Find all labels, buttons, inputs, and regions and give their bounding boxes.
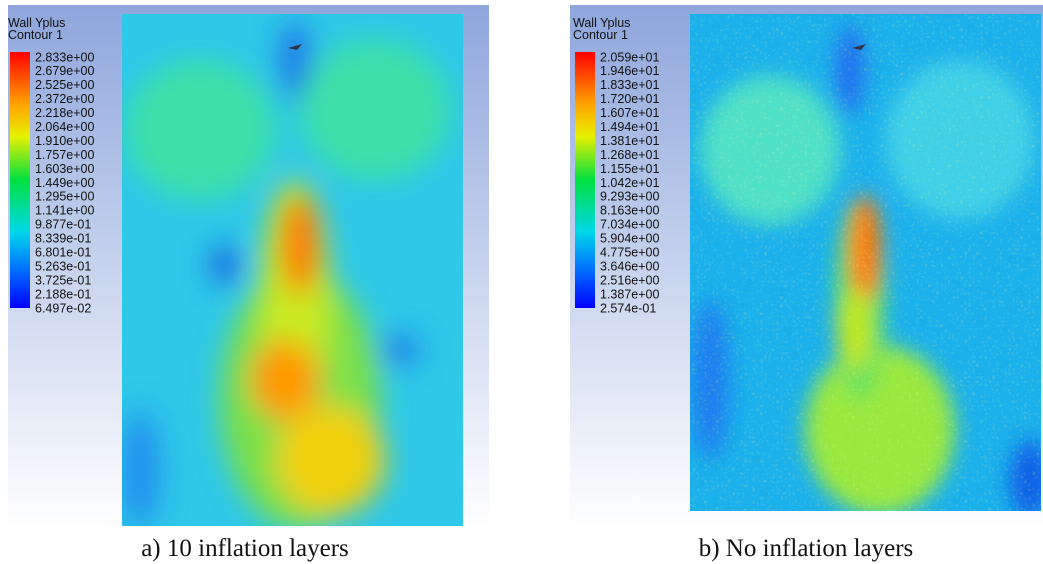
- legend-title: Wall Yplus: [573, 16, 630, 30]
- legend-label: 1.268e+01: [600, 148, 659, 162]
- legend-label: 1.042e+01: [600, 176, 659, 190]
- legend-label: 2.679e+00: [35, 64, 94, 78]
- legend-label: 1.494e+01: [600, 120, 659, 134]
- color-bar: [10, 52, 30, 308]
- legend-label: 3.646e+00: [600, 259, 659, 273]
- legend-label: 5.904e+00: [600, 232, 659, 246]
- caption: b) No inflation layers: [699, 535, 914, 562]
- legend-label: 9.293e+00: [600, 190, 659, 204]
- legend-label: 2.064e+00: [35, 120, 94, 134]
- legend-subtitle: Contour 1: [573, 28, 628, 42]
- legend-label: 8.163e+00: [600, 204, 659, 218]
- legend-label: 2.218e+00: [35, 106, 94, 120]
- legend-label: 5.263e-01: [35, 259, 91, 273]
- legend-label: 1.720e+01: [600, 92, 659, 106]
- legend-label: 2.525e+00: [35, 78, 94, 92]
- legend-label: 2.059e+01: [600, 50, 659, 64]
- legend-label: 1.910e+00: [35, 134, 94, 148]
- legend-label: 4.775e+00: [600, 246, 659, 260]
- color-bar: [575, 52, 595, 308]
- legend-label: 1.607e+01: [600, 106, 659, 120]
- legend-subtitle: Contour 1: [8, 28, 63, 42]
- legend-label: 1.603e+00: [35, 162, 94, 176]
- legend-title: Wall Yplus: [8, 16, 65, 30]
- legend-label: 1.155e+01: [600, 162, 659, 176]
- legend-label: 2.833e+00: [35, 50, 94, 64]
- legend-label: 6.801e-01: [35, 246, 91, 260]
- legend-label: 1.833e+01: [600, 78, 659, 92]
- legend-label: 6.497e-02: [35, 301, 91, 315]
- legend-label: 9.877e-01: [35, 218, 91, 232]
- legend-label: 2.574e-01: [600, 301, 656, 315]
- caption: a) 10 inflation layers: [141, 535, 349, 562]
- legend-label: 1.387e+00: [600, 287, 659, 301]
- legend-label: 1.381e+01: [600, 134, 659, 148]
- legend-label: 7.034e+00: [600, 218, 659, 232]
- contour-plot: [690, 14, 1041, 511]
- legend-label: 2.516e+00: [600, 273, 659, 287]
- contour-plot: [122, 14, 463, 526]
- legend-label: 1.757e+00: [35, 148, 94, 162]
- legend-label: 3.725e-01: [35, 273, 91, 287]
- legend-label: 2.372e+00: [35, 92, 94, 106]
- legend-label: 1.946e+01: [600, 64, 659, 78]
- legend-label: 1.141e+00: [35, 204, 94, 218]
- legend-label: 2.188e-01: [35, 287, 91, 301]
- legend-label: 1.449e+00: [35, 176, 94, 190]
- legend-label: 1.295e+00: [35, 190, 94, 204]
- legend-label: 8.339e-01: [35, 232, 91, 246]
